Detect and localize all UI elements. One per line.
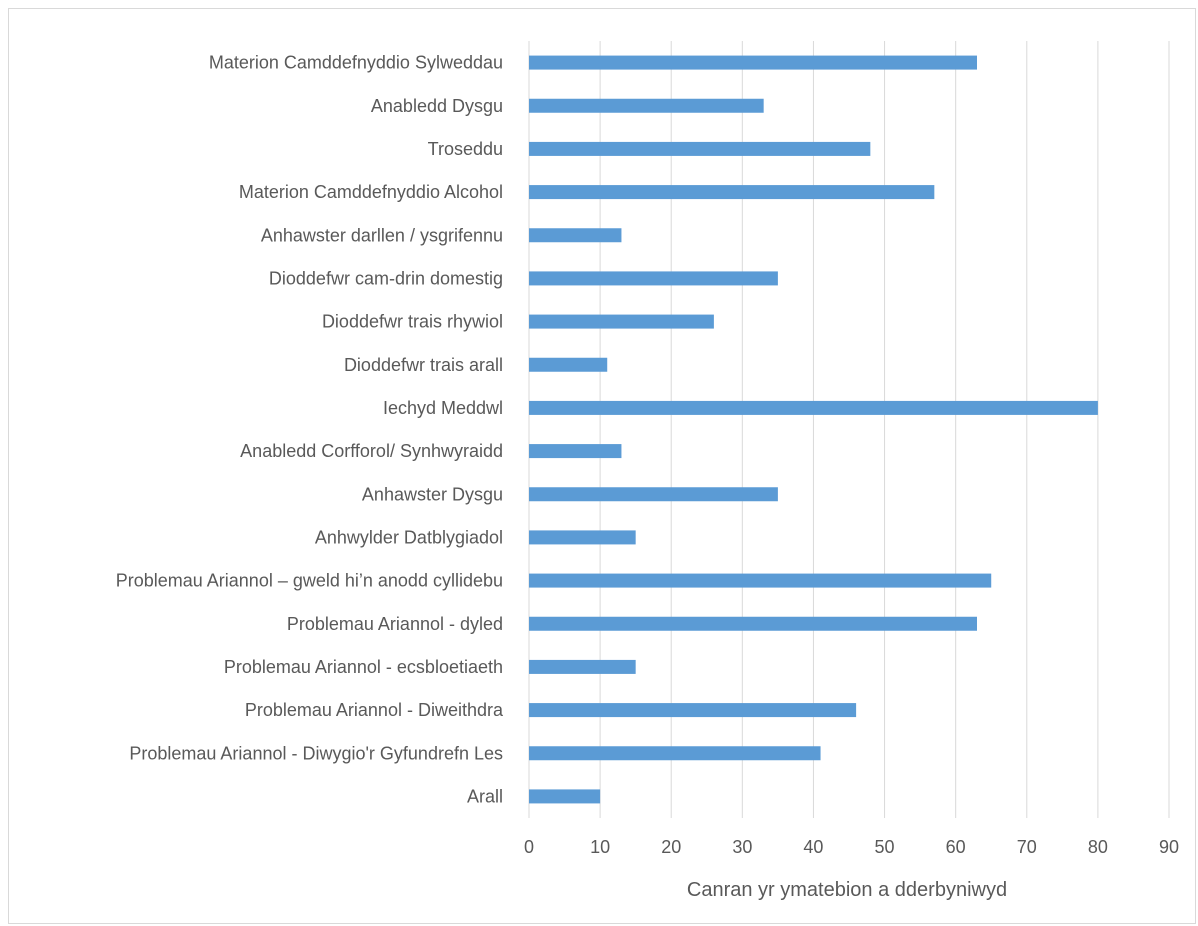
category-label: Materion Camddefnyddio Alcohol [239, 182, 503, 202]
category-label: Anhawster darllen / ysgrifennu [261, 225, 503, 245]
category-label: Problemau Ariannol - dyled [287, 614, 503, 634]
category-label: Dioddefwr trais rhywiol [322, 312, 503, 332]
category-label: Problemau Ariannol - Diweithdra [245, 700, 504, 720]
x-tick-label: 60 [946, 837, 966, 857]
bar [529, 444, 622, 459]
category-label: Troseddu [428, 139, 503, 159]
bar [529, 314, 714, 329]
x-tick-labels: 0 10 20 30 40 50 60 70 80 90 [524, 837, 1179, 857]
x-tick-label: 30 [732, 837, 752, 857]
category-label: Dioddefwr trais arall [344, 355, 503, 375]
bar [529, 357, 608, 372]
x-tick-label: 0 [524, 837, 534, 857]
category-label: Problemau Ariannol - ecsbloetiaeth [224, 657, 503, 677]
bar [529, 703, 857, 718]
x-tick-label: 10 [590, 837, 610, 857]
chart-frame: Materion Camddefnyddio Sylweddau Anabledd… [8, 8, 1196, 924]
bar [529, 487, 778, 502]
x-tick-label: 80 [1088, 837, 1108, 857]
category-label: Anhawster Dysgu [362, 484, 503, 504]
bar [529, 185, 935, 200]
category-label: Dioddefwr cam-drin domestig [269, 268, 503, 288]
category-label: Arall [467, 786, 503, 806]
category-label: Anabledd Corfforol/ Synhwyraidd [240, 441, 503, 461]
bar-chart: Materion Camddefnyddio Sylweddau Anabledd… [116, 41, 1179, 901]
x-tick-label: 40 [803, 837, 823, 857]
bar [529, 98, 764, 113]
bars [529, 55, 1098, 804]
category-labels: Materion Camddefnyddio Sylweddau Anabledd… [116, 53, 504, 807]
bar [529, 789, 601, 804]
bar [529, 271, 778, 286]
category-label: Iechyd Meddwl [383, 398, 503, 418]
bar [529, 746, 821, 761]
bar [529, 141, 871, 156]
x-tick-label: 50 [875, 837, 895, 857]
bar [529, 55, 977, 70]
bar [529, 573, 992, 588]
bar [529, 616, 977, 631]
category-label: Problemau Ariannol - Diwygio'r Gyfundref… [129, 743, 503, 763]
bar [529, 228, 622, 243]
category-label: Materion Camddefnyddio Sylweddau [209, 53, 503, 73]
bar [529, 530, 636, 545]
x-tick-label: 90 [1159, 837, 1179, 857]
gridlines [528, 41, 1170, 818]
category-label: Anhwylder Datblygiadol [315, 527, 503, 547]
category-label: Anabledd Dysgu [371, 96, 503, 116]
x-axis-title: Canran yr ymatebion a dderbyniwyd [687, 879, 1007, 901]
bar [529, 659, 636, 674]
category-label: Problemau Ariannol – gweld hi’n anodd cy… [116, 571, 503, 591]
x-tick-label: 70 [1017, 837, 1037, 857]
bar [529, 400, 1098, 415]
x-tick-label: 20 [661, 837, 681, 857]
